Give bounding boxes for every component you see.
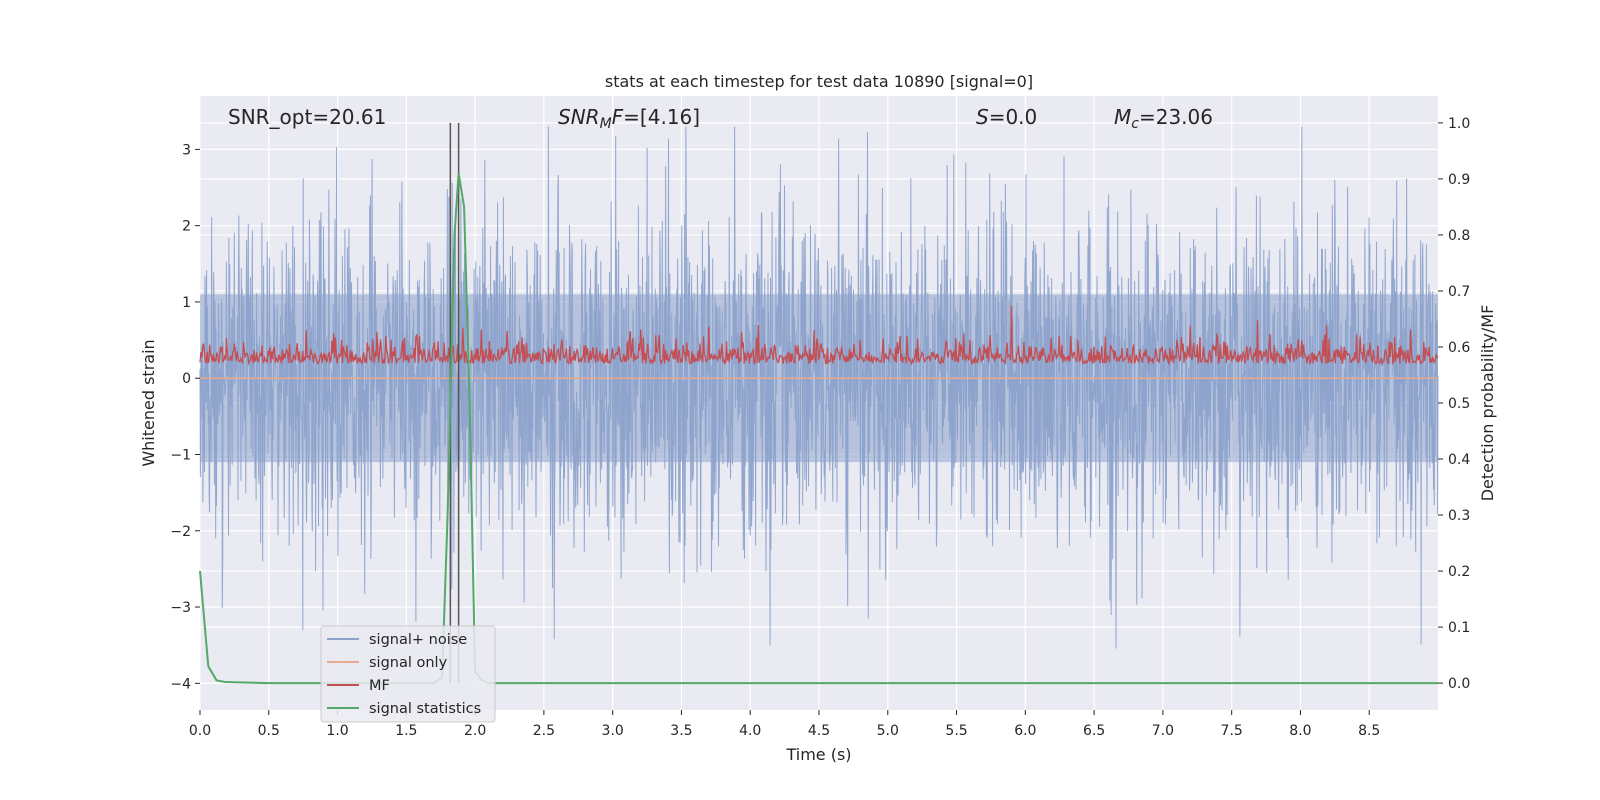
ticks: 0.0 0.5 1.0 1.5 2.0 2.5 3.0 3.5 4.0 4.5 5.0 5.5 6.0 6…	[170, 116, 1470, 739]
snr-mf-annotation: SNRMF=[4.16]	[558, 105, 700, 132]
y-tick-label: 0	[182, 371, 191, 387]
legend-box	[320, 625, 496, 723]
chart-title: stats at each timestep for test data 108…	[605, 72, 1033, 91]
snr-mf-subscript: M	[600, 116, 612, 132]
mc-subscript: c	[1131, 116, 1139, 132]
series-mf	[199, 305, 1439, 367]
legend-label-mf: MF	[369, 678, 390, 694]
snr-mf-value: =[4.16]	[623, 105, 700, 129]
s-annotation: S=0.0	[976, 105, 1037, 129]
y2-axis-label: Detection probability/MF	[1478, 305, 1497, 502]
y2-tick-label: 0.2	[1448, 564, 1470, 580]
y-tick-label: −4	[170, 676, 191, 692]
mc-annotation: Mc=23.06	[1114, 105, 1213, 132]
y2-tick-label: 0.1	[1448, 620, 1470, 636]
x-tick-label: 0.5	[258, 723, 280, 739]
x-tick-label: 5.5	[945, 723, 967, 739]
x-tick-label: 3.5	[670, 723, 692, 739]
s-value: =0.0	[989, 105, 1038, 129]
y2-tick-label: 0.0	[1448, 676, 1470, 692]
legend-label-signal-only: signal only	[369, 655, 448, 671]
y-tick-label: −1	[170, 447, 191, 463]
y-tick-label: 1	[182, 295, 191, 311]
y-tick-label: 3	[182, 142, 191, 158]
y2-tick-label: 0.9	[1448, 172, 1470, 188]
y2-tick-label: 0.5	[1448, 396, 1470, 412]
snr-mf-symbol: SNR	[558, 105, 600, 129]
legend-label-signal-noise: signal+ noise	[369, 632, 467, 648]
y-tick-label: −3	[170, 600, 191, 616]
x-tick-label: 7.0	[1152, 723, 1174, 739]
x-tick-label: 2.5	[533, 723, 555, 739]
y-tick-label: 2	[182, 219, 191, 235]
x-tick-label: 0.0	[189, 723, 211, 739]
x-tick-label: 3.0	[602, 723, 624, 739]
x-axis-label: Time (s)	[785, 745, 851, 764]
mc-symbol: M	[1114, 105, 1131, 129]
y2-tick-label: 0.6	[1448, 340, 1470, 356]
legend-label-signal-statistics: signal statistics	[369, 701, 481, 717]
x-tick-label: 1.5	[395, 723, 417, 739]
snr-mf-symbol-tail: F	[612, 105, 624, 129]
y2-tick-label: 1.0	[1448, 116, 1470, 132]
legend: signal+ noise signal only MF signal stat…	[320, 625, 496, 723]
x-tick-label: 1.0	[326, 723, 348, 739]
x-tick-label: 8.5	[1358, 723, 1380, 739]
x-tick-label: 8.0	[1289, 723, 1311, 739]
mc-value: =23.06	[1139, 105, 1213, 129]
s-symbol: S	[976, 105, 989, 129]
y2-tick-label: 0.7	[1448, 284, 1470, 300]
y2-tick-label: 0.3	[1448, 508, 1470, 524]
x-tick-label: 5.0	[877, 723, 899, 739]
x-tick-label: 4.0	[739, 723, 761, 739]
snr-opt-annotation: SNR_opt=20.61	[228, 105, 386, 129]
y2-tick-label: 0.4	[1448, 452, 1470, 468]
y2-tick-label: 0.8	[1448, 228, 1470, 244]
x-tick-label: 4.5	[808, 723, 830, 739]
y-tick-label: −2	[170, 524, 191, 540]
line-mf	[199, 305, 1439, 367]
x-tick-label: 7.5	[1221, 723, 1243, 739]
x-tick-label: 6.0	[1014, 723, 1036, 739]
x-tick-label: 6.5	[1083, 723, 1105, 739]
x-tick-label: 2.0	[464, 723, 486, 739]
y-axis-label: Whitened strain	[139, 339, 158, 466]
